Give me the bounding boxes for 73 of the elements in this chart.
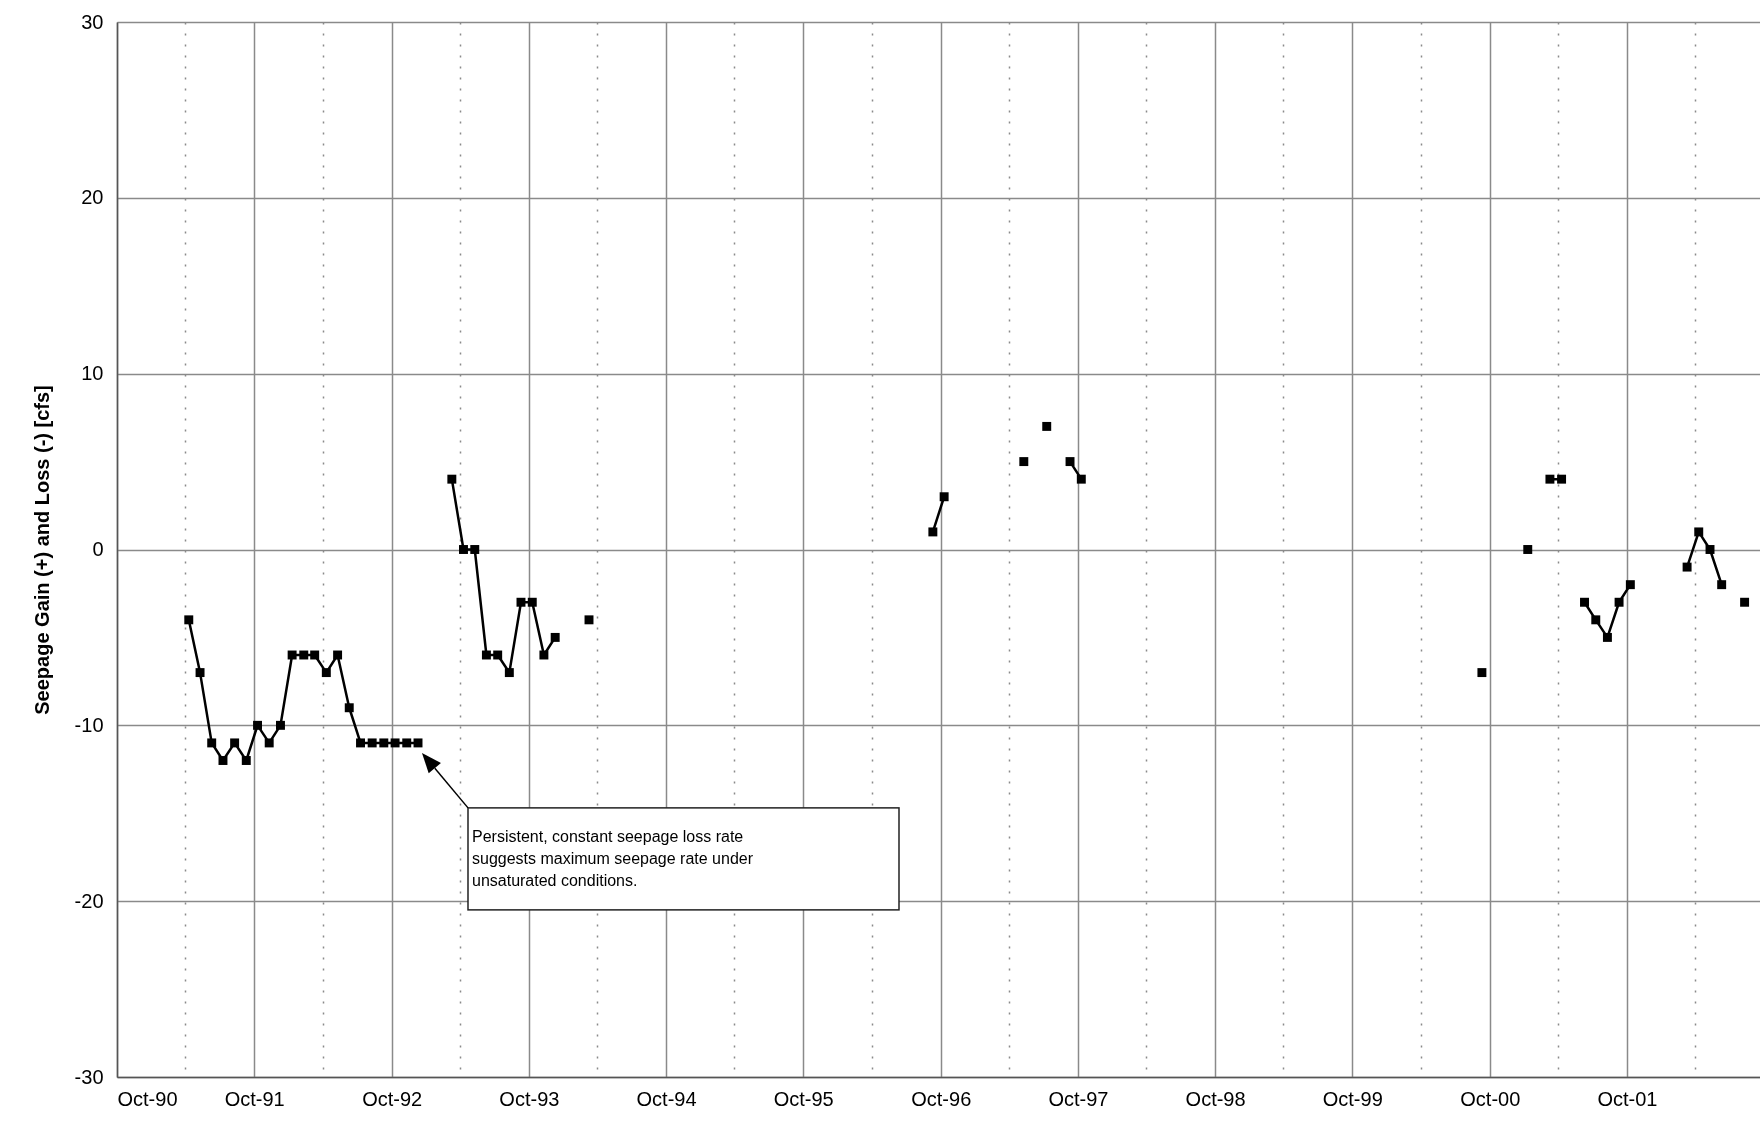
point — [390, 738, 400, 748]
x-tick-label: Oct-98 — [1185, 1087, 1246, 1110]
point — [333, 650, 343, 660]
x-tick-label: Oct-93 — [499, 1087, 560, 1110]
point — [1076, 474, 1086, 484]
point — [276, 720, 285, 730]
point — [184, 615, 194, 625]
point — [264, 738, 274, 748]
point — [1545, 474, 1555, 484]
x-tick-label: Oct-91 — [224, 1087, 285, 1110]
point — [1019, 457, 1029, 467]
point — [1042, 421, 1052, 431]
point — [1625, 580, 1635, 590]
point — [1602, 632, 1612, 642]
point — [356, 738, 365, 748]
point — [402, 738, 412, 748]
x-tick-label: Oct-00 — [1460, 1087, 1521, 1110]
y-tick-label: -10 — [74, 713, 104, 736]
y-tick-label: -30 — [74, 1065, 104, 1088]
point — [527, 597, 537, 607]
x-tick-label: Oct-95 — [773, 1087, 834, 1110]
y-axis-title: Seepage Gain (+) and Loss (-) [cfs] — [30, 385, 53, 715]
point — [195, 668, 205, 678]
point — [241, 756, 251, 765]
point — [1477, 668, 1487, 678]
x-tick-label: Oct-97 — [1048, 1087, 1109, 1110]
point — [253, 720, 263, 730]
point — [1682, 562, 1692, 572]
point — [1717, 580, 1727, 590]
x-tick-label: Oct-90 — [117, 1087, 178, 1110]
point — [413, 738, 423, 748]
annotation: Persistent, constant seepage loss rate suggests maximum seepage rate under unsaturated conditions. — [472, 827, 754, 889]
point — [459, 545, 468, 554]
point — [504, 668, 514, 678]
point — [470, 545, 480, 554]
y-tick-label: 10 — [81, 362, 104, 385]
point — [1523, 545, 1533, 554]
y-tick-label: 30 — [81, 10, 104, 33]
point — [367, 738, 377, 748]
point — [1705, 545, 1715, 554]
point — [1591, 615, 1601, 625]
point — [928, 527, 938, 537]
point — [1065, 457, 1075, 467]
point — [344, 703, 354, 713]
y-tick-label: 20 — [81, 186, 104, 209]
x-tick-label: Oct-99 — [1322, 1087, 1383, 1110]
point — [310, 650, 320, 660]
point — [939, 492, 949, 502]
point — [1557, 474, 1567, 484]
point — [287, 650, 297, 660]
point — [584, 615, 594, 625]
point — [550, 632, 560, 642]
x-tick-label: Oct-01 — [1597, 1087, 1658, 1110]
point — [481, 650, 491, 660]
y-tick-label: -20 — [74, 889, 104, 912]
point — [447, 474, 457, 484]
x-tick-label: Oct-92 — [362, 1087, 423, 1110]
point — [1694, 527, 1704, 537]
point — [230, 738, 240, 748]
point — [493, 650, 503, 660]
point — [379, 738, 389, 748]
point — [1580, 597, 1589, 607]
point — [1740, 597, 1750, 607]
point — [207, 738, 217, 748]
point — [516, 597, 526, 607]
point — [218, 756, 228, 765]
point — [321, 668, 331, 678]
point — [299, 650, 309, 660]
point — [539, 650, 549, 660]
x-tick-label: Oct-94 — [636, 1087, 697, 1110]
point — [1614, 597, 1624, 607]
x-tick-label: Oct-96 — [911, 1087, 972, 1110]
y-tick-label: 0 — [92, 538, 104, 560]
